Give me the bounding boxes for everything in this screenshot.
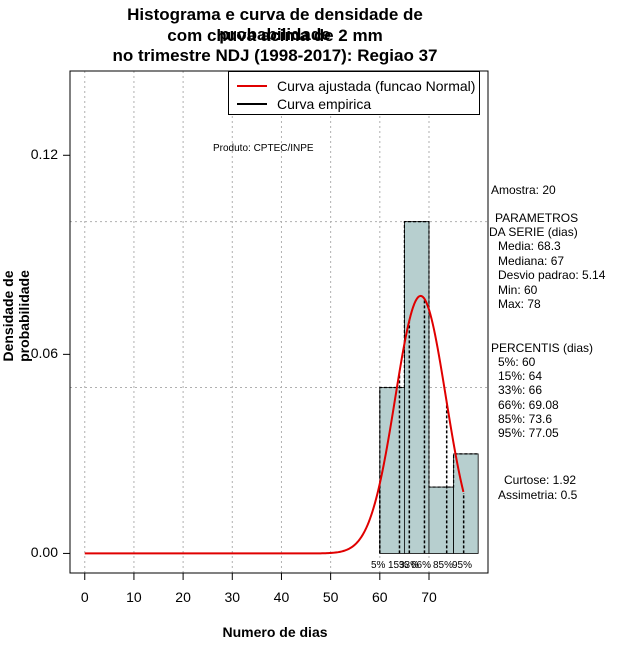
stat-amostra: Amostra: 20	[491, 183, 556, 197]
chart-title-line-3: no trimestre NDJ (1998-2017): Regiao 37	[112, 46, 438, 65]
histogram-bar-2	[428, 486, 454, 554]
stat-percentis-title: PERCENTIS (dias)	[491, 341, 594, 355]
stat-p33: 33%: 66	[498, 383, 543, 397]
x-tick-label: 70	[421, 589, 437, 605]
legend-swatch-fitted	[237, 85, 267, 87]
stat-mediana: Mediana: 67	[498, 254, 565, 268]
percentile-label: 66%	[411, 560, 432, 571]
percentile-label: 15%	[388, 560, 409, 571]
credit-text: Produto: CPTEC/INPE	[213, 143, 314, 154]
legend: Curva ajustada (funcao Normal) Curva emp…	[228, 71, 480, 115]
stat-assimetria: Assimetria: 0.5	[498, 488, 578, 502]
percentile-label: 5%	[371, 560, 386, 571]
stat-params-title-1: PARAMETROS	[495, 211, 579, 225]
stat-p5: 5%: 60	[498, 355, 536, 369]
stat-desvio: Desvio padrao: 5.14	[498, 268, 606, 282]
stat-max: Max: 78	[498, 297, 541, 311]
y-axis-label: Densidade de probabilidade	[0, 270, 32, 362]
y-tick-label: 0.06	[30, 345, 58, 362]
percentile-label: 85%	[433, 560, 454, 571]
x-axis-label: Numero de dias	[222, 624, 328, 640]
stat-p85: 85%: 73.6	[498, 412, 553, 426]
x-tick-label: 50	[322, 589, 339, 605]
y-tick-label: 0.12	[30, 146, 58, 163]
fitted-normal-curve	[84, 294, 465, 555]
ticks-layer	[63, 154, 430, 580]
x-tick-label: 0	[80, 589, 89, 605]
y-tick-label: 0.00	[30, 544, 58, 561]
legend-label-empirical: Curva empirica	[277, 96, 372, 112]
stat-p66: 66%: 69.08	[498, 398, 559, 412]
histogram-bar-3	[453, 453, 479, 554]
stat-params-title-2: DA SERIE (dias)	[489, 225, 578, 239]
stat-p95: 95%: 77.05	[498, 426, 559, 440]
chart-title-line-1: Histograma e curva de densidade de proba…	[127, 5, 423, 44]
x-tick-label: 60	[372, 589, 388, 605]
empirical-curve	[379, 221, 479, 554]
legend-swatch-empirical	[237, 103, 267, 105]
curve-layer	[84, 221, 479, 555]
stat-p15: 15%: 64	[498, 369, 543, 383]
stat-media: Media: 68.3	[498, 239, 561, 253]
percentile-label: 95%	[452, 560, 473, 571]
stat-min: Min: 60	[498, 283, 538, 297]
x-tick-label: 30	[224, 589, 241, 605]
percentile-label: 33%	[399, 560, 420, 571]
x-tick-label: 20	[175, 589, 191, 605]
x-tick-label: 40	[273, 589, 290, 605]
chart-title-line-2: com chuva acima de 2 mm	[167, 26, 383, 45]
legend-label-fitted: Curva ajustada (funcao Normal)	[277, 78, 476, 94]
stat-curtose: Curtose: 1.92	[504, 473, 577, 487]
legend-item-fitted: Curva ajustada (funcao Normal)	[237, 77, 475, 95]
x-tick-label: 10	[126, 589, 142, 605]
histogram-bar-1	[403, 221, 430, 554]
legend-item-empirical: Curva empirica	[237, 95, 371, 113]
